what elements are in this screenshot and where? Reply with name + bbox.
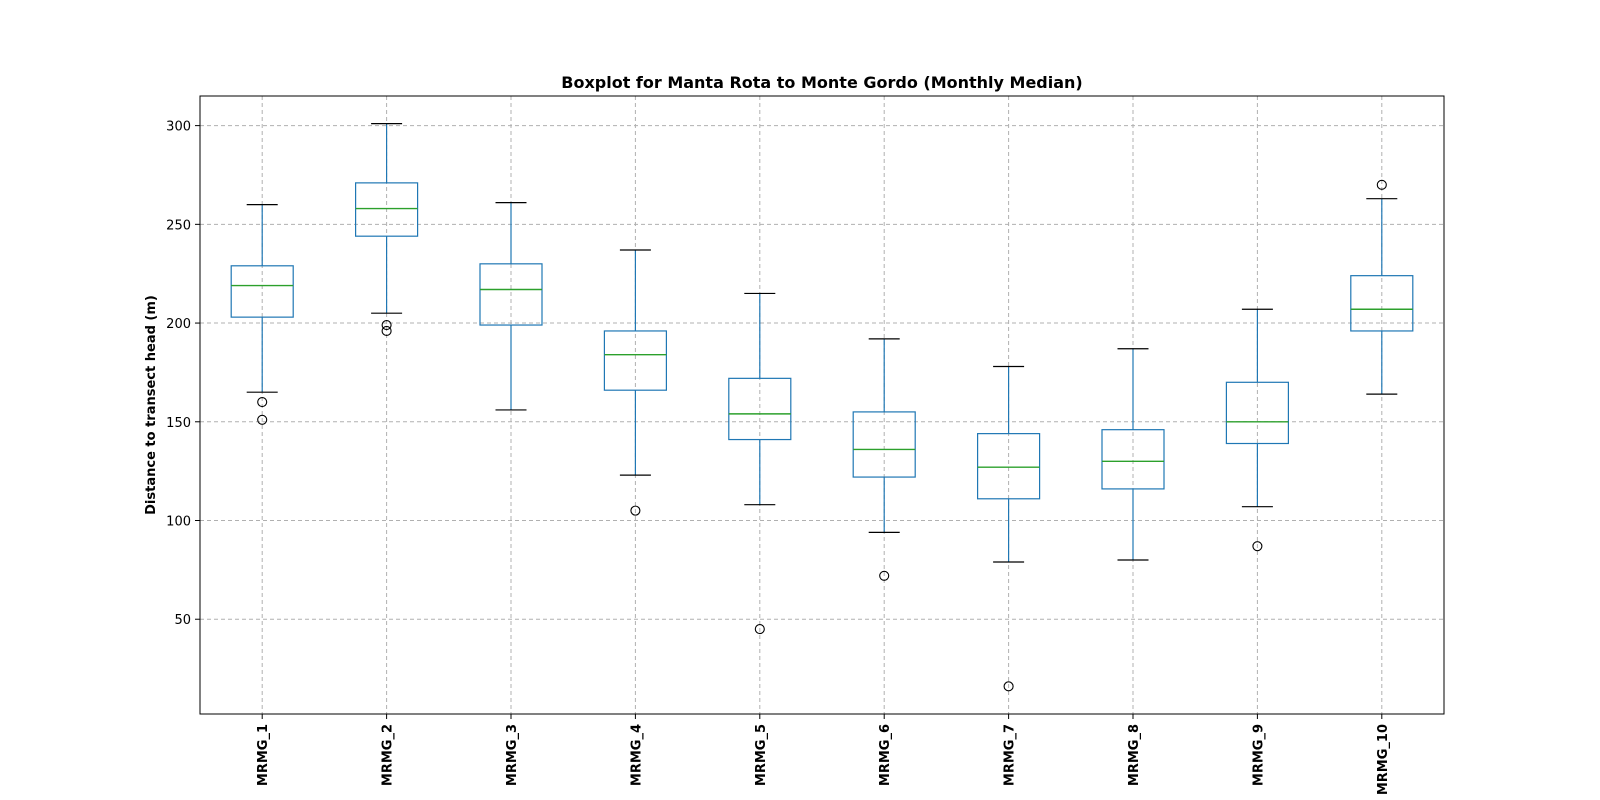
box-group-mrmg_10 (1350, 179, 1414, 395)
plot-frame (199, 95, 1445, 715)
x-tick-label: MRMG_7 (1003, 724, 1018, 786)
outlier-point (381, 319, 392, 331)
y-axis-label: Distance to transect head (m) (144, 295, 159, 515)
box-group-mrmg_9 (1225, 308, 1290, 552)
box-group-mrmg_2 (355, 123, 419, 337)
outlier-point (754, 624, 765, 635)
box-group-mrmg_4 (603, 249, 668, 516)
chart-title: Boxplot for Manta Rota to Monte Gordo (M… (561, 73, 1083, 92)
outlier-point (257, 396, 268, 408)
box-layer (230, 123, 1414, 692)
iqr-box (976, 433, 1041, 500)
x-tick-label: MRMG_4 (629, 724, 644, 786)
grid-layer (200, 96, 1444, 714)
outlier-point (257, 414, 268, 425)
y-tick-label: 300 (166, 120, 191, 135)
box-group-mrmg_1 (230, 203, 294, 425)
x-tick-label: MRMG_1 (256, 724, 271, 786)
box-group-mrmg_5 (728, 292, 792, 635)
x-tick-label: MRMG_9 (1251, 724, 1266, 786)
outlier-point (381, 325, 392, 337)
y-tick-label: 150 (166, 416, 191, 431)
outlier-point (1252, 541, 1263, 552)
outlier-point (1376, 179, 1387, 190)
y-tick-label: 200 (166, 317, 191, 332)
iqr-box (852, 411, 916, 478)
iqr-box (1225, 381, 1290, 445)
box-group-mrmg_3 (479, 202, 543, 411)
x-tick-label: MRMG_5 (754, 724, 769, 786)
y-tick-label: 250 (166, 218, 191, 233)
box-group-mrmg_6 (852, 338, 916, 581)
outlier-point (879, 570, 890, 581)
x-tick-label: MRMG_6 (878, 724, 893, 786)
axis-layer: 50 100 150 200 250 300 MRMG_1 MRMG_2 MRMG_3 MRMG_… (166, 120, 1391, 796)
iqr-box (355, 182, 419, 237)
iqr-box (1101, 429, 1165, 490)
iqr-box (479, 263, 543, 326)
y-tick-label: 50 (174, 613, 191, 628)
x-tick-label: MRMG_10 (1376, 724, 1391, 795)
x-tick-label: MRMG_3 (505, 724, 520, 786)
iqr-box (728, 377, 792, 441)
box-group-mrmg_8 (1101, 348, 1165, 561)
outlier-point (1003, 681, 1014, 692)
iqr-box (230, 265, 294, 318)
iqr-box (1350, 275, 1414, 332)
x-tick-label: MRMG_2 (381, 724, 396, 786)
box-group-mrmg_7 (976, 365, 1041, 692)
iqr-box (603, 330, 668, 391)
x-tick-label: MRMG_8 (1127, 724, 1142, 786)
outlier-point (630, 505, 641, 516)
y-tick-label: 100 (166, 515, 191, 530)
